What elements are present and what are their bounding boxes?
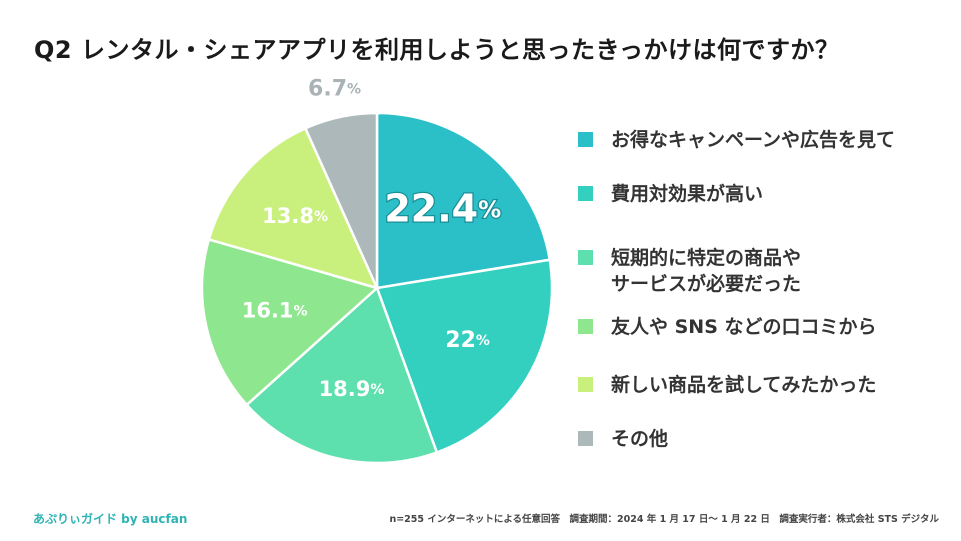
chart-title: Q2 レンタル・シェアアプリを利用しようと思ったきっかけは何ですか？	[34, 36, 840, 64]
pie-slice	[303, 111, 379, 289]
pie-slice	[375, 258, 554, 455]
slice-data-label: 13.8%	[262, 204, 328, 228]
pie-slice	[207, 126, 380, 290]
legend-swatch	[578, 132, 593, 147]
pie-slice	[244, 285, 439, 465]
brand-logo-text: あぷりぃガイド by aucfan	[33, 512, 188, 526]
legend-label: 費用対効果が高い	[611, 183, 764, 205]
legend-item: 費用対効果が高い	[578, 181, 763, 207]
legend-label: 短期的に特定の商品や サービスが必要だった	[611, 247, 802, 295]
legend-item: 短期的に特定の商品や サービスが必要だった	[578, 245, 801, 297]
slice-data-label: 6.7%	[308, 76, 361, 101]
legend-label: お得なキャンペーンや広告を見て	[611, 129, 896, 151]
legend-label: その他	[611, 428, 669, 450]
slice-data-label: 16.1%	[242, 298, 308, 322]
slice-data-label: 22%	[445, 328, 490, 353]
legend-swatch	[578, 377, 593, 392]
legend-swatch	[578, 250, 593, 265]
legend-item: 新しい商品を試してみたかった	[578, 372, 876, 398]
pie-slice	[200, 237, 380, 407]
legend-item: 友人や SNS などの口コミから	[578, 314, 877, 340]
pie-slice	[375, 111, 552, 290]
slice-data-label: 22.4%	[384, 186, 501, 230]
legend-swatch	[578, 431, 593, 446]
legend-item: お得なキャンペーンや広告を見て	[578, 127, 895, 153]
legend-label: 新しい商品を試してみたかった	[611, 374, 877, 396]
slice-data-label: 18.9%	[319, 377, 385, 401]
legend-item: その他	[578, 426, 668, 452]
legend-label: 友人や SNS などの口コミから	[611, 316, 877, 338]
survey-note: n=255 インターネットによる任意回答 調査期間：2024 年 1 月 17 …	[389, 514, 939, 525]
legend-swatch	[578, 186, 593, 201]
legend-swatch	[578, 319, 593, 334]
